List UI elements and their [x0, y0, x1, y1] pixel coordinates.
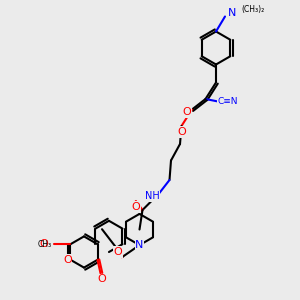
Text: (CH₃)₂: (CH₃)₂	[242, 5, 265, 14]
Text: CH₃: CH₃	[38, 240, 52, 249]
Text: O: O	[98, 274, 106, 284]
Text: O: O	[113, 247, 122, 257]
Text: O: O	[63, 255, 72, 265]
Text: O: O	[131, 202, 140, 212]
Text: O: O	[39, 239, 48, 249]
Text: N: N	[135, 240, 144, 250]
Text: N: N	[227, 8, 236, 18]
Text: NH: NH	[145, 191, 160, 202]
Text: C≡N: C≡N	[218, 98, 238, 106]
Text: O: O	[177, 127, 186, 137]
Text: O: O	[182, 107, 191, 118]
